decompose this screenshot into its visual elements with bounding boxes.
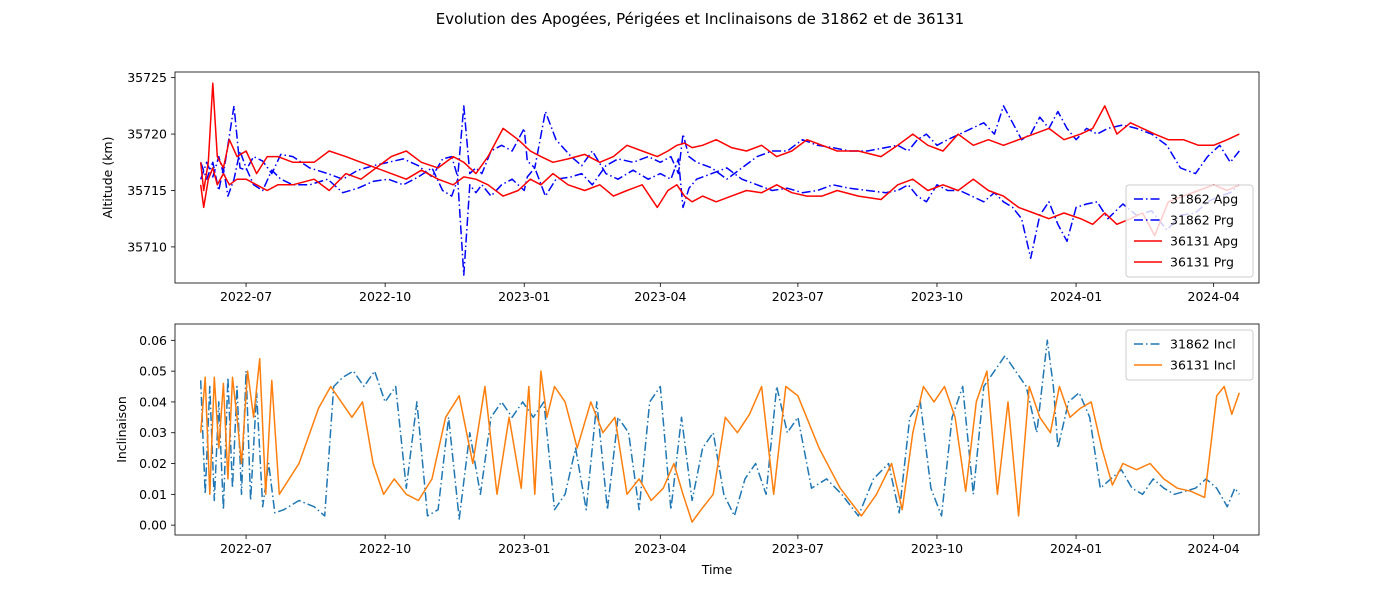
legend-label: 31862 Incl — [1170, 337, 1236, 352]
x-tick-label: 2024-04 — [1188, 541, 1240, 556]
x-tick-label: 2024-01 — [1050, 289, 1102, 304]
x-tick-label: 2023-04 — [634, 541, 686, 556]
y-tick-label: 35715 — [127, 183, 167, 198]
series-line-36131-apg — [199, 82, 1240, 192]
legend-label: 36131 Apg — [1170, 234, 1238, 249]
x-tick-label: 2023-10 — [911, 541, 963, 556]
x-tick-label: 2023-01 — [498, 289, 550, 304]
figure-suptitle: Evolution des Apogées, Périgées et Incli… — [435, 10, 965, 28]
y-tick-label: 0.04 — [139, 394, 167, 409]
series-line-31862-prg — [199, 105, 1240, 276]
x-tick-label: 2023-07 — [772, 289, 824, 304]
x-tick-label: 2022-07 — [220, 541, 272, 556]
legend: 31862 Incl 36131 Incl — [1125, 329, 1254, 381]
x-tick-label: 2022-07 — [220, 289, 272, 304]
legend-label: 31862 Apg — [1170, 192, 1238, 207]
axes-2: 2022-07 2022-10 2023-01 2023-04 2023-07 2023-… — [114, 323, 1260, 577]
x-tick-label: 2023-04 — [634, 289, 686, 304]
axes-frame — [174, 323, 1260, 536]
y-tick-label: 35720 — [127, 127, 167, 142]
series-line-31862-apg — [199, 105, 1240, 259]
y-tick-label: 35710 — [127, 239, 167, 254]
legend: 31862 Apg 31862 Prg 36131 Apg 36131 Prg — [1125, 184, 1254, 278]
x-tick-label: 2023-10 — [911, 289, 963, 304]
legend-label: 36131 Incl — [1170, 358, 1236, 373]
legend-box — [1125, 329, 1254, 381]
y-tick-label: 0.03 — [139, 425, 167, 440]
series-line-36131-prg — [199, 167, 1240, 237]
y-tick-label: 0.02 — [139, 456, 167, 471]
y-tick-label: 0.05 — [139, 364, 167, 379]
series-line-36131-incl — [199, 358, 1241, 523]
axes-1: 2022-07 2022-10 2023-01 2023-04 2023-07 2023-… — [100, 70, 1260, 304]
legend-label: 31862 Prg — [1170, 213, 1234, 228]
legend-label: 36131 Prg — [1170, 255, 1234, 270]
legend-box — [1125, 184, 1254, 278]
x-tick-label: 2024-01 — [1050, 541, 1102, 556]
x-axis-label: Time — [701, 562, 733, 577]
x-tick-label: 2022-10 — [359, 289, 411, 304]
x-tick-label: 2022-10 — [359, 541, 411, 556]
y-tick-label: 0.01 — [139, 487, 167, 502]
y-axis-label: Altitude (km) — [100, 137, 115, 219]
y-tick-label: 0.00 — [139, 518, 167, 533]
x-tick-label: 2024-04 — [1188, 289, 1240, 304]
series-line-31862-incl — [199, 339, 1240, 520]
y-tick-label: 35725 — [127, 70, 167, 85]
x-tick-label: 2023-07 — [772, 541, 824, 556]
x-tick-label: 2023-01 — [498, 541, 550, 556]
y-axis-label: Inclinaison — [114, 396, 129, 463]
axes-frame — [174, 71, 1260, 284]
y-tick-label: 0.06 — [139, 333, 167, 348]
